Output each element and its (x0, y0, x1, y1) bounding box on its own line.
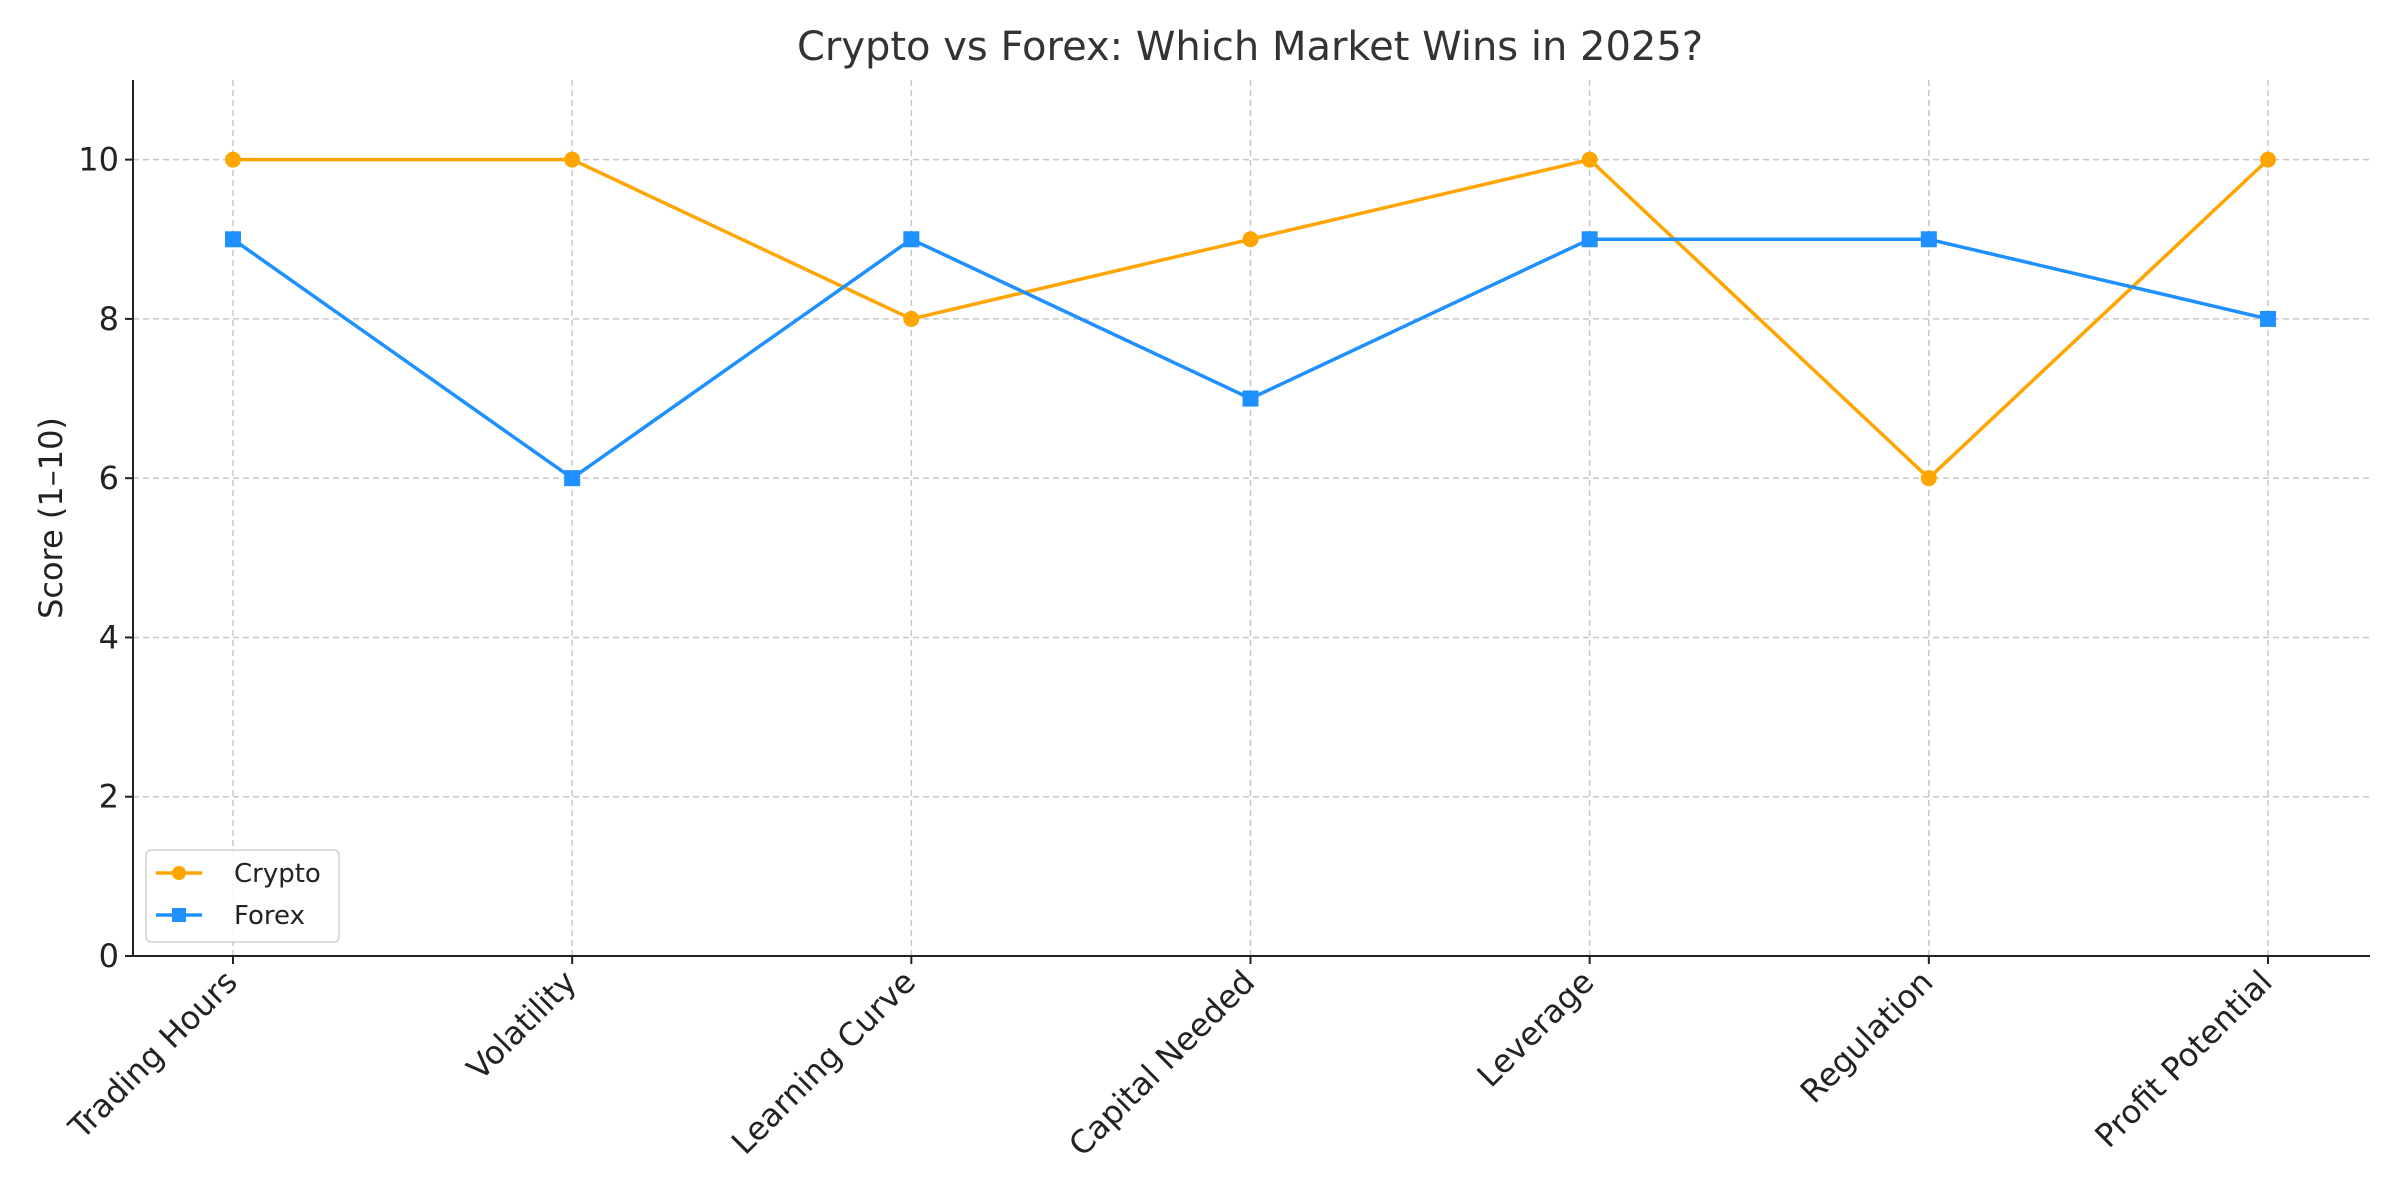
legend-marker-forex (172, 908, 186, 922)
x-tick-label: Learning Curve (724, 963, 923, 1162)
legend-marker-crypto (172, 866, 186, 880)
y-tick-label: 2 (99, 778, 119, 816)
y-tick-label: 0 (99, 937, 119, 975)
x-tick-label: Volatility (459, 963, 584, 1088)
x-tick-labels: Trading Hours Volatility Learning Curve Cap… (61, 963, 2280, 1164)
crypto-point (564, 151, 581, 168)
crypto-point (2260, 151, 2276, 168)
legend-item-crypto: Crypto (156, 859, 321, 889)
legend: Crypto Forex (145, 849, 340, 943)
x-tick-label: Trading Hours (61, 963, 245, 1147)
forex-point (564, 470, 581, 487)
grid-lines (133, 80, 2370, 956)
forex-point (1242, 390, 1259, 407)
crypto-point (1920, 470, 1937, 487)
x-tick-label: Regulation (1793, 963, 1941, 1111)
chart-title: Crypto vs Forex: Which Market Wins in 20… (797, 24, 1703, 70)
series-layer (225, 151, 2276, 487)
y-tick-label: 8 (99, 300, 119, 338)
y-tick-label: 6 (99, 459, 119, 497)
forex-series (225, 231, 2276, 487)
crypto-point (1581, 151, 1598, 168)
forex-point (903, 231, 920, 248)
crypto-point (903, 310, 920, 327)
x-tick-label: Capital Needed (1061, 963, 1262, 1164)
crypto-series (225, 151, 2276, 487)
forex-point (2260, 310, 2276, 327)
forex-point (225, 231, 241, 248)
y-tick-label: 10 (78, 141, 119, 179)
crypto-point (1242, 231, 1259, 248)
forex-point (1920, 231, 1937, 248)
legend-label-crypto: Crypto (234, 859, 321, 889)
x-tick-label: Leverage (1470, 963, 1602, 1095)
y-axis-label: Score (1–10) (32, 417, 70, 619)
crypto-point (225, 151, 241, 168)
forex-point (1581, 231, 1598, 248)
y-tick-label: 4 (99, 618, 119, 656)
legend-label-forex: Forex (234, 901, 305, 931)
y-tick-labels: 0 2 4 6 8 10 (78, 141, 119, 975)
x-tick-label: Profit Potential (2087, 963, 2279, 1155)
axes (125, 80, 2370, 964)
legend-item-forex: Forex (156, 901, 305, 931)
